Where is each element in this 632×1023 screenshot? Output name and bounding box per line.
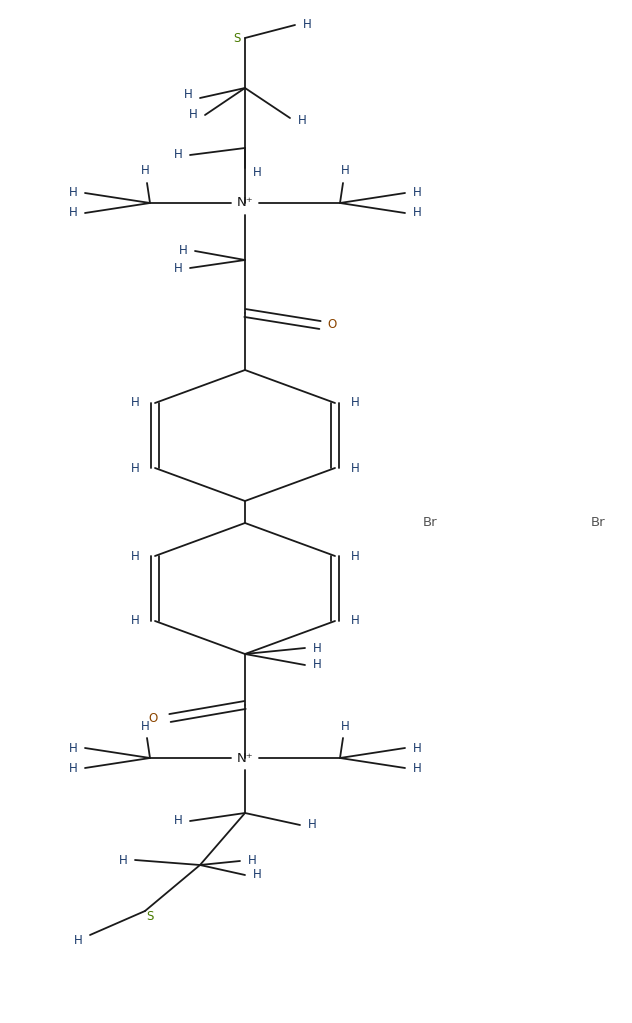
Text: H: H	[248, 854, 257, 868]
Text: H: H	[303, 18, 312, 32]
Text: H: H	[131, 615, 140, 627]
Text: H: H	[341, 165, 349, 178]
Text: Br: Br	[423, 517, 437, 530]
Text: H: H	[413, 742, 422, 755]
Text: H: H	[313, 659, 322, 671]
Text: H: H	[141, 165, 149, 178]
Text: O: O	[327, 318, 337, 331]
Text: H: H	[131, 549, 140, 563]
Text: H: H	[174, 148, 183, 162]
Text: H: H	[308, 818, 317, 832]
Text: H: H	[131, 461, 140, 475]
Text: H: H	[351, 615, 360, 627]
Text: H: H	[174, 814, 183, 828]
Text: H: H	[341, 719, 349, 732]
Text: S: S	[233, 32, 241, 44]
Text: H: H	[69, 742, 77, 755]
Text: H: H	[351, 461, 360, 475]
Text: H: H	[73, 934, 82, 946]
Text: H: H	[413, 207, 422, 220]
Text: S: S	[147, 909, 154, 923]
Text: H: H	[188, 108, 197, 122]
Text: N⁺: N⁺	[237, 752, 253, 764]
Text: H: H	[351, 549, 360, 563]
Text: H: H	[253, 167, 262, 179]
Text: H: H	[184, 89, 192, 101]
Text: H: H	[119, 853, 128, 866]
Text: H: H	[413, 761, 422, 774]
Text: O: O	[149, 712, 158, 724]
Text: H: H	[313, 641, 322, 655]
Text: H: H	[351, 397, 360, 409]
Text: H: H	[174, 262, 183, 274]
Text: H: H	[253, 869, 262, 882]
Text: H: H	[179, 244, 187, 258]
Text: N⁺: N⁺	[237, 196, 253, 210]
Text: Br: Br	[591, 517, 605, 530]
Text: H: H	[69, 207, 77, 220]
Text: H: H	[413, 186, 422, 199]
Text: H: H	[141, 719, 149, 732]
Text: H: H	[298, 115, 307, 128]
Text: H: H	[69, 761, 77, 774]
Text: H: H	[131, 397, 140, 409]
Text: H: H	[69, 186, 77, 199]
